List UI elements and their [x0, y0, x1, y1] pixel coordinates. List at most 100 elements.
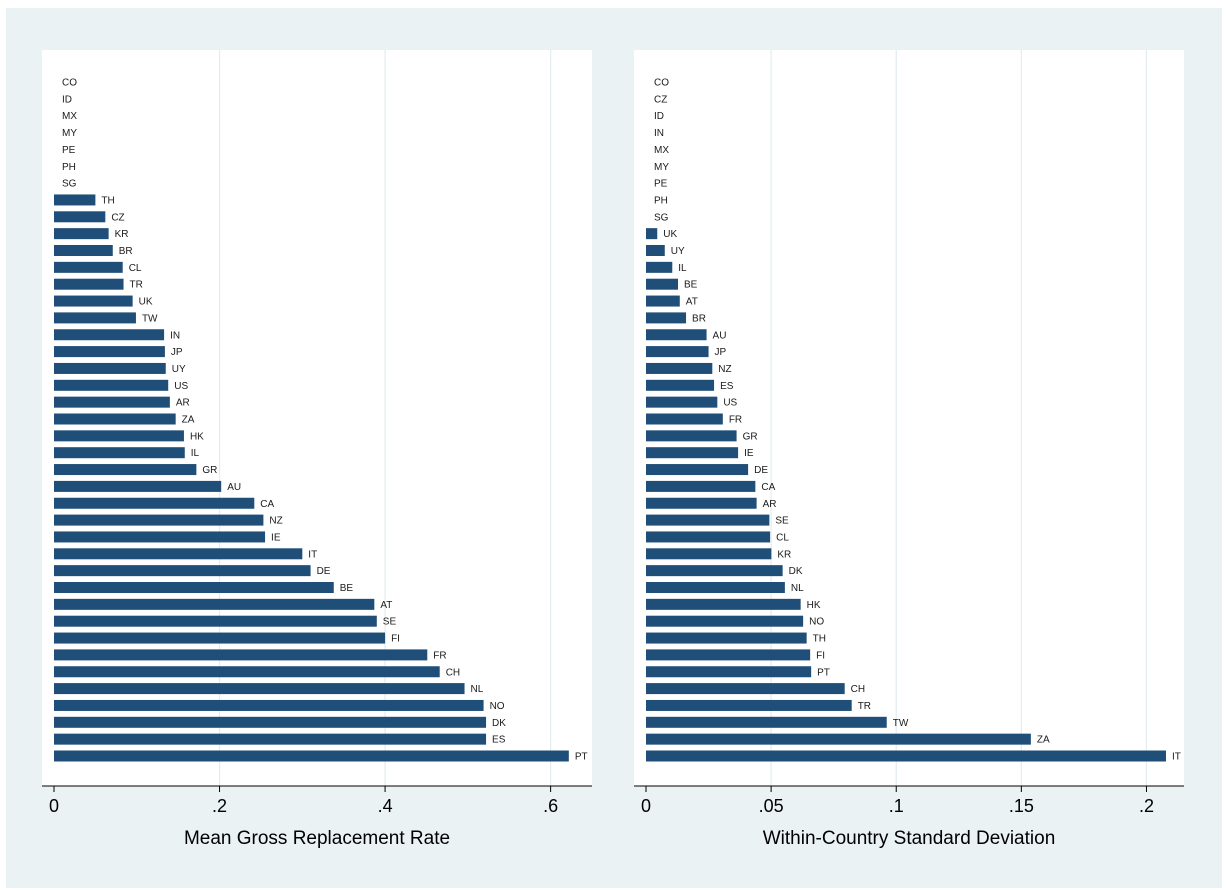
bar-label-ar: AR — [763, 499, 777, 510]
bar-label-nl: NL — [791, 583, 804, 594]
bar-cl — [54, 261, 123, 273]
bar-label-hk: HK — [807, 600, 821, 611]
bar-kr — [54, 228, 109, 240]
bar-label-at: AT — [380, 600, 392, 611]
bar-za — [646, 733, 1031, 745]
bar-label-no: NO — [809, 617, 824, 628]
bar-label-za: ZA — [1037, 735, 1050, 746]
bar-label-it: IT — [1172, 752, 1181, 763]
bar-label-cl: CL — [129, 263, 142, 274]
bar-uk — [54, 295, 133, 307]
bar-ch — [646, 683, 845, 695]
x-tick-label: .6 — [543, 796, 558, 816]
bar-es — [646, 379, 715, 391]
bar-nz — [646, 362, 713, 374]
bar-label-se: SE — [383, 617, 397, 628]
bar-label-it: IT — [308, 549, 317, 560]
bar-za — [54, 413, 176, 425]
bar-label-es: ES — [720, 381, 734, 392]
bar-label-fr: FR — [729, 415, 742, 426]
bar-label-fi: FI — [391, 634, 400, 645]
bar-label-co: CO — [654, 78, 669, 89]
bar-tr — [646, 699, 852, 711]
bar-tw — [646, 716, 887, 728]
bar-label-be: BE — [340, 583, 354, 594]
bar-label-ch: CH — [446, 667, 460, 678]
bar-label-th: TH — [813, 634, 826, 645]
bar-label-tw: TW — [893, 718, 909, 729]
bar-label-in: IN — [170, 330, 180, 341]
bar-fr — [646, 413, 723, 425]
bar-label-pt: PT — [817, 667, 830, 678]
bar-be — [54, 582, 334, 593]
bar-gr — [646, 430, 737, 442]
bar-label-dk: DK — [789, 566, 803, 577]
x-axis-title: Within-Country Standard Deviation — [763, 828, 1056, 849]
bar-label-ca: CA — [761, 482, 775, 493]
bar-au — [54, 480, 222, 492]
bar-nl — [54, 683, 465, 695]
bar-de — [54, 565, 311, 577]
x-tick-label: .2 — [1139, 796, 1154, 816]
bar-fi — [54, 632, 386, 644]
x-tick-label: 0 — [641, 796, 651, 816]
bar-nz — [54, 514, 264, 526]
bar-label-es: ES — [492, 735, 506, 746]
bar-ar — [54, 396, 170, 408]
bar-label-ca: CA — [260, 499, 274, 510]
bar-label-my: MY — [62, 128, 77, 139]
plot-area — [634, 50, 1184, 786]
bar-br — [54, 245, 113, 256]
bar-label-sg: SG — [62, 179, 77, 190]
bar-label-uk: UK — [139, 297, 153, 308]
bar-no — [54, 699, 484, 711]
bar-tr — [54, 278, 124, 290]
bar-it — [54, 548, 303, 560]
bar-ca — [54, 497, 255, 509]
bar-at — [646, 295, 680, 307]
x-tick-label: .15 — [1009, 796, 1034, 816]
x-tick-label: .4 — [378, 796, 393, 816]
bar-label-cz: CZ — [111, 212, 124, 223]
bar-label-uy: UY — [671, 246, 685, 257]
bar-label-se: SE — [775, 516, 789, 527]
bar-ar — [646, 497, 757, 509]
bar-label-dk: DK — [492, 718, 506, 729]
bar-cz — [54, 211, 106, 223]
bar-label-fr: FR — [433, 650, 446, 661]
bar-label-il: IL — [191, 448, 200, 459]
bar-label-jp: JP — [171, 347, 183, 358]
bar-label-at: AT — [686, 297, 698, 308]
bar-us — [646, 396, 718, 408]
bar-fr — [54, 649, 428, 661]
bar-label-pe: PE — [654, 179, 668, 190]
bar-label-uy: UY — [172, 364, 186, 375]
bar-ie — [646, 447, 739, 459]
bar-uk — [646, 228, 658, 240]
bar-label-tw: TW — [142, 313, 158, 324]
bar-label-gr: GR — [202, 465, 217, 476]
bar-label-ie: IE — [271, 532, 281, 543]
bar-label-ph: PH — [62, 162, 76, 173]
bar-ch — [54, 666, 440, 678]
bar-charts: CO ID MX MY PE PH SG TH CZ KR BR CL TR UK TW IN JP UY US AR… — [42, 50, 1184, 849]
bar-label-tr: TR — [130, 280, 143, 291]
bar-dk — [646, 565, 783, 577]
bar-de — [646, 464, 749, 476]
bar-label-ie: IE — [744, 448, 754, 459]
bar-label-us: US — [174, 381, 188, 392]
bar-label-sg: SG — [654, 212, 669, 223]
bar-label-tr: TR — [858, 701, 871, 712]
bar-label-nz: NZ — [269, 516, 282, 527]
bar-cl — [646, 531, 771, 543]
bar-hk — [646, 598, 801, 610]
bar-label-mx: MX — [62, 111, 77, 122]
bar-hk — [54, 430, 184, 442]
bar-label-us: US — [723, 398, 737, 409]
bar-label-gr: GR — [743, 431, 758, 442]
bar-label-nl: NL — [471, 684, 484, 695]
bar-label-za: ZA — [182, 415, 195, 426]
bar-be — [646, 278, 679, 290]
bar-no — [646, 615, 804, 627]
bar-ca — [646, 480, 756, 492]
